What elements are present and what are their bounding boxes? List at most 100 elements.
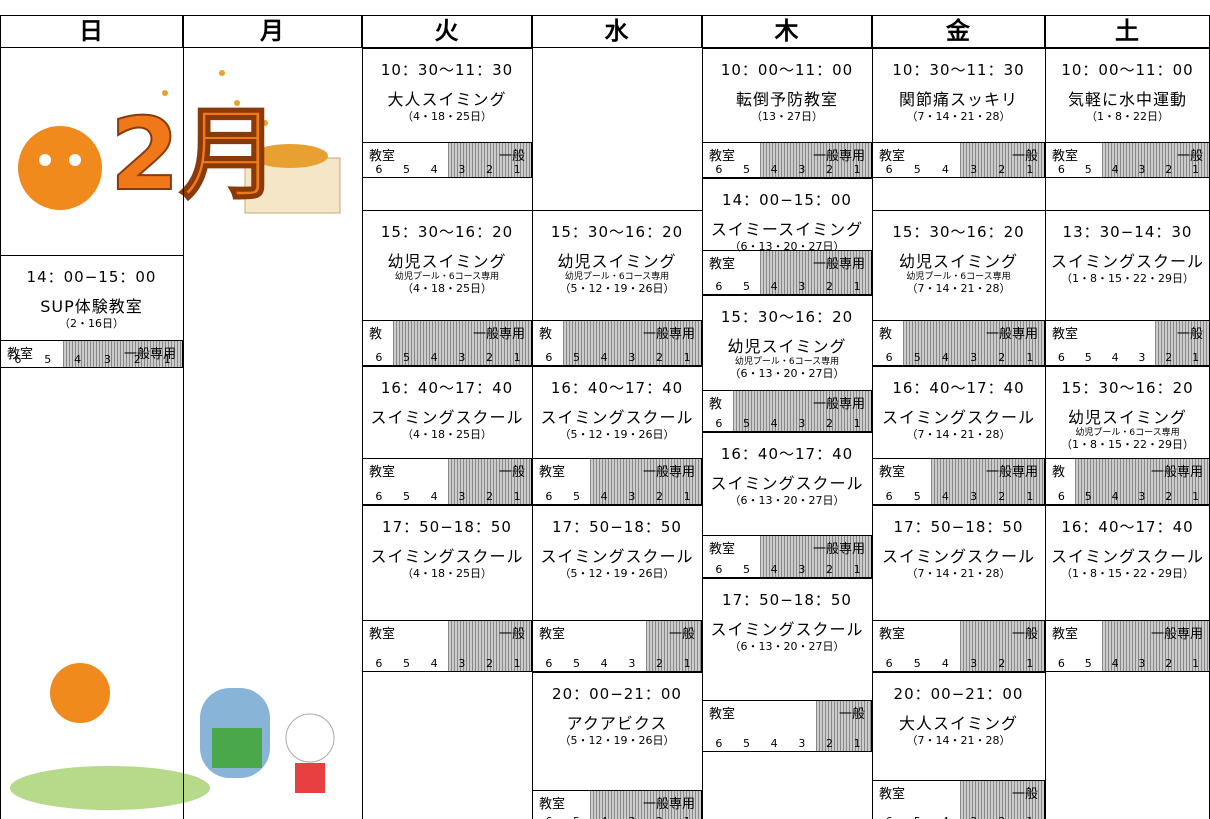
lane-number: 1 — [853, 417, 861, 430]
class-time: 15：30～16：20 — [720, 308, 854, 326]
public-label: 一般専用 — [985, 465, 1038, 480]
column-line — [0, 15, 1, 819]
public-lanes-area — [959, 621, 1044, 671]
class-block: 15：30～16：20 幼児スイミング 幼児プール・6コース専用 （1・8・15・22… — [1045, 366, 1210, 458]
lane-number: 5 — [573, 490, 580, 503]
lane-number: 2 — [486, 163, 493, 176]
lane-number: 3 — [1138, 490, 1146, 503]
class-block: 16：40～17：40 スイミングスクール （6・13・20・27日） — [702, 432, 872, 535]
lane-number: 3 — [970, 657, 978, 670]
public-label: 一般専用 — [642, 465, 695, 480]
class-time: 15：30～16：20 — [892, 223, 1025, 241]
lane-number: 5 — [913, 351, 921, 364]
lane-number: 5 — [743, 563, 750, 576]
day-header: 水 — [532, 15, 702, 48]
lane-number: 6 — [715, 563, 723, 576]
lane-number: 3 — [798, 280, 806, 293]
class-block: 13：30−14：30 スイミングスクール （1・8・15・22・29日） — [1045, 210, 1210, 320]
class-title: スイミングスクール — [370, 547, 524, 566]
lane-box: 教室 一般専用 6 5 4 3 2 1 — [532, 458, 702, 505]
class-time: 16：40～17：40 — [550, 379, 684, 397]
class-title: スイミングスクール — [710, 620, 864, 639]
lane-number: 4 — [1111, 657, 1119, 670]
public-lanes-area — [1155, 321, 1209, 365]
public-label: 一般専用 — [123, 347, 176, 362]
lane-number: 2 — [486, 490, 493, 503]
public-label: 一般 — [498, 465, 525, 480]
class-dates: （7・14・21・28） — [906, 110, 1011, 123]
lane-number: 2 — [826, 563, 833, 576]
classroom-label: 教室 — [709, 149, 736, 164]
lane-number: 5 — [1084, 657, 1092, 670]
class-note: 幼児プール・6コース専用 — [1075, 428, 1180, 438]
class-block: 15：30～16：20 幼児スイミング 幼児プール・6コース専用 （6・13・20・2… — [702, 295, 872, 390]
classroom-label: 教室 — [879, 149, 906, 164]
public-label: 一般 — [668, 627, 695, 642]
public-label: 一般 — [1011, 149, 1038, 164]
lane-number: 6 — [543, 815, 555, 819]
lane-number: 1 — [513, 490, 521, 503]
lane-number: 2 — [998, 490, 1006, 503]
lane-number: 4 — [770, 280, 778, 293]
public-label: 一般専用 — [812, 149, 865, 164]
class-dates: （13・27日） — [751, 110, 823, 123]
lane-number: 6 — [1057, 351, 1065, 364]
lane-number: 2 — [826, 163, 833, 176]
lane-number: 1 — [1192, 657, 1200, 670]
lane-number: 4 — [941, 351, 949, 364]
classroom-label: 教室 — [369, 149, 396, 164]
classroom-label: 教 — [369, 327, 383, 342]
lane-number: 1 — [1026, 163, 1034, 176]
lane-box: 教室 一般 6 5 4 3 2 1 — [1045, 320, 1210, 366]
lane-box: 教室 一般 6 5 4 3 2 1 — [702, 700, 872, 752]
lane-number: 1 — [1024, 815, 1036, 819]
class-dates: （1・8・22日） — [1086, 110, 1169, 123]
column-line — [532, 15, 533, 819]
lane-number: 4 — [430, 657, 438, 670]
public-label: 一般専用 — [1150, 627, 1203, 642]
lane-number: 5 — [743, 737, 750, 750]
public-label: 一般 — [1011, 787, 1038, 802]
lane-number: 3 — [458, 163, 466, 176]
lane-number: 2 — [998, 351, 1006, 364]
classroom-label: 教室 — [709, 707, 736, 722]
lane-box: 教室 一般 6 5 4 3 2 1 — [872, 142, 1045, 178]
class-title: 大人スイミング — [898, 714, 1018, 733]
lane-number: 4 — [430, 163, 438, 176]
class-block: 10：00～11：00 転倒予防教室 （13・27日） — [702, 48, 872, 142]
classroom-label: 教室 — [709, 257, 736, 272]
lane-number: 6 — [715, 163, 723, 176]
lane-number: 6 — [885, 163, 893, 176]
column-line — [872, 15, 873, 819]
lane-number: 4 — [430, 351, 438, 364]
class-dates: （2・16日） — [59, 317, 124, 330]
class-note: 幼児プール・6コース専用 — [906, 272, 1011, 282]
class-time: 16：40～17：40 — [380, 379, 514, 397]
public-lanes-area — [448, 621, 531, 671]
class-title: 幼児スイミング — [1067, 408, 1187, 427]
lane-number: 1 — [1192, 351, 1200, 364]
lane-number: 1 — [1026, 351, 1034, 364]
class-dates: （4・18・25日） — [402, 567, 492, 580]
class-block: 16：40～17：40 スイミングスクール （5・12・19・26日） — [532, 366, 702, 458]
lane-box: 教室 一般専用 6 5 4 3 2 1 — [702, 250, 872, 295]
public-lanes-area — [815, 701, 871, 751]
public-lanes-area — [903, 321, 1044, 365]
public-lanes-area — [760, 536, 871, 577]
lane-box: 教室 一般 6 5 4 3 2 1 — [872, 780, 1045, 819]
lane-number: 2 — [826, 417, 833, 430]
lane-number: 3 — [626, 815, 638, 819]
lane-number: 6 — [1057, 657, 1065, 670]
lane-number: 6 — [545, 490, 553, 503]
lane-number: 1 — [853, 163, 861, 176]
class-time: 15：30～16：20 — [1061, 379, 1194, 397]
class-dates: （5・12・19・26日） — [559, 428, 675, 441]
lane-number: 3 — [458, 351, 466, 364]
lane-number: 4 — [939, 815, 951, 819]
classroom-label: 教 — [879, 327, 893, 342]
classroom-label: 教 — [709, 397, 723, 412]
classroom-label: 教 — [1052, 465, 1066, 480]
lane-number: 6 — [14, 353, 22, 366]
class-note: 幼児プール・6コース専用 — [564, 272, 670, 282]
